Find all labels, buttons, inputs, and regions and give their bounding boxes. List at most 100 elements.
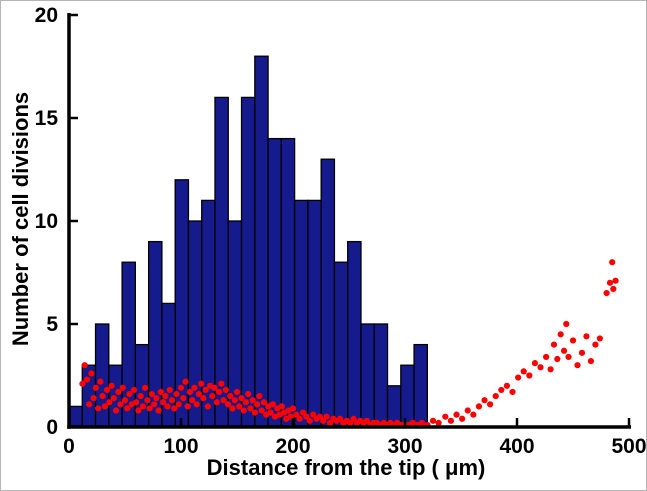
scatter-point: [531, 360, 539, 367]
scatter-point: [323, 413, 330, 420]
scatter-point: [509, 388, 516, 396]
scatter-point: [578, 349, 586, 356]
scatter-point: [487, 401, 494, 408]
scatter-point: [220, 397, 227, 404]
scatter-point: [492, 393, 499, 400]
histogram-bar: [373, 323, 389, 428]
histogram-bar: [360, 323, 375, 428]
scatter-point: [227, 393, 234, 400]
scatter-point: [177, 384, 185, 391]
scatter-point: [126, 390, 133, 398]
scatter-point: [233, 388, 241, 396]
scatter-point: [256, 393, 263, 400]
scatter-point: [299, 409, 307, 416]
scatter-point: [124, 405, 131, 412]
histogram-bar: [214, 96, 229, 428]
scatter-point: [164, 403, 171, 410]
scatter-point: [550, 341, 558, 348]
scatter-point: [184, 403, 191, 410]
histogram-bar: [267, 137, 282, 428]
histogram-bar: [333, 261, 349, 428]
x-tick-label: 500: [611, 435, 646, 458]
scatter-point: [162, 393, 169, 400]
scatter-point: [81, 362, 88, 369]
scatter-point: [429, 417, 437, 424]
scatter-point: [442, 413, 449, 420]
scatter-point: [231, 397, 238, 404]
scatter-point: [195, 390, 203, 398]
x-tick-label: 400: [499, 435, 534, 458]
scatter-point: [258, 407, 265, 414]
scatter-point: [200, 395, 207, 402]
scatter-point: [103, 386, 111, 394]
scatter-point: [182, 378, 189, 385]
scatter-point: [350, 415, 357, 422]
scatter-point: [603, 290, 610, 297]
scatter-point: [347, 419, 354, 426]
histogram-bar: [347, 240, 362, 428]
scatter-point: [470, 411, 477, 418]
scatter-point: [247, 405, 254, 412]
histogram-bar: [413, 343, 428, 428]
scatter-point: [146, 405, 153, 412]
scatter-point: [563, 320, 570, 328]
scatter-point: [222, 386, 229, 394]
scatter-point: [503, 382, 511, 389]
scatter-point: [148, 390, 155, 398]
x-tick-label: 300: [387, 435, 422, 458]
scatter-point: [592, 341, 599, 348]
scatter-point: [269, 401, 276, 408]
scatter-point: [175, 401, 182, 408]
scatter-point: [92, 384, 99, 391]
scatter-point: [520, 368, 527, 375]
scatter-point: [224, 401, 232, 408]
histogram-bar: [254, 55, 269, 428]
scatter-point: [245, 390, 252, 398]
scatter-point: [306, 417, 313, 424]
scatter-point: [166, 386, 173, 394]
scatter-point: [110, 395, 117, 402]
x-tick-label: 200: [275, 435, 310, 458]
scatter-point: [583, 333, 590, 340]
scatter-point: [326, 419, 334, 426]
histogram-bar: [320, 158, 336, 428]
scatter-point: [79, 380, 86, 387]
scatter-point: [236, 403, 243, 410]
scatter-point: [101, 403, 108, 410]
scatter-point: [260, 399, 267, 406]
scatter-point: [215, 388, 223, 396]
scatter-point: [242, 399, 250, 406]
scatter-point: [99, 393, 106, 400]
scatter-point: [610, 285, 617, 293]
scatter-point: [151, 401, 158, 408]
y-tick-label: 20: [35, 4, 58, 27]
scatter-point: [180, 395, 187, 402]
scatter-point: [609, 259, 616, 266]
scatter-point: [303, 413, 310, 420]
scatter-point: [254, 401, 261, 408]
scatter-point: [249, 397, 256, 404]
scatter-point: [293, 411, 300, 418]
scatter-point: [211, 384, 218, 391]
scatter-point: [117, 401, 124, 408]
scatter-point: [88, 370, 95, 377]
scatter-point: [574, 362, 581, 369]
scatter-point: [173, 390, 180, 398]
scatter-point: [97, 378, 104, 385]
x-tick-label: 0: [63, 435, 75, 458]
scatter-point: [189, 397, 196, 404]
scatter-point: [320, 417, 327, 424]
scatter-point: [560, 347, 568, 354]
scatter-point: [119, 384, 126, 391]
scatter-point: [569, 337, 577, 344]
scatter-point: [547, 366, 554, 373]
scatter-point: [310, 411, 317, 418]
scatter-point: [447, 417, 455, 424]
scatter-point: [240, 407, 247, 414]
scatter-point: [193, 401, 200, 408]
scatter-point: [204, 403, 211, 410]
y-tick-label: 5: [46, 313, 58, 336]
scatter-point: [612, 277, 619, 284]
scatter-point: [481, 397, 488, 404]
